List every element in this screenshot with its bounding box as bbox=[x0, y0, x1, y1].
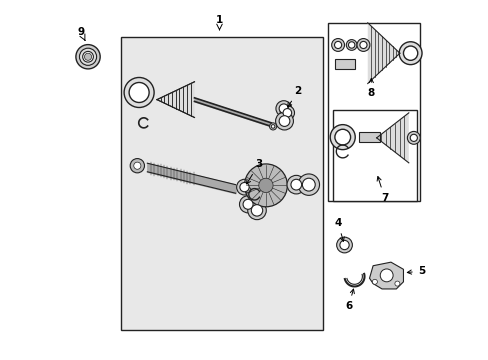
Circle shape bbox=[247, 201, 266, 220]
Circle shape bbox=[275, 101, 291, 116]
Circle shape bbox=[394, 281, 399, 286]
Circle shape bbox=[244, 164, 287, 207]
Text: 2: 2 bbox=[287, 86, 301, 107]
Circle shape bbox=[302, 178, 315, 191]
Circle shape bbox=[329, 125, 354, 150]
Polygon shape bbox=[369, 262, 403, 289]
Bar bbox=[328, 23, 419, 202]
Polygon shape bbox=[376, 113, 408, 163]
Polygon shape bbox=[157, 82, 194, 117]
Circle shape bbox=[124, 77, 154, 108]
Circle shape bbox=[403, 46, 417, 60]
Circle shape bbox=[336, 237, 352, 253]
Circle shape bbox=[236, 179, 252, 195]
Polygon shape bbox=[367, 23, 399, 84]
Circle shape bbox=[280, 106, 294, 120]
Text: 3: 3 bbox=[246, 159, 262, 184]
Circle shape bbox=[240, 183, 248, 192]
Circle shape bbox=[243, 199, 253, 209]
Circle shape bbox=[251, 204, 262, 216]
Circle shape bbox=[275, 112, 293, 130]
Text: 9: 9 bbox=[77, 27, 84, 37]
Text: 8: 8 bbox=[367, 78, 374, 98]
Circle shape bbox=[286, 175, 305, 194]
Circle shape bbox=[80, 48, 97, 65]
Circle shape bbox=[346, 40, 356, 50]
Circle shape bbox=[258, 178, 272, 193]
Circle shape bbox=[134, 162, 141, 169]
Circle shape bbox=[380, 269, 392, 282]
Circle shape bbox=[283, 109, 291, 117]
Circle shape bbox=[84, 53, 91, 60]
Circle shape bbox=[334, 41, 341, 49]
Circle shape bbox=[244, 187, 250, 193]
Circle shape bbox=[290, 179, 301, 190]
Circle shape bbox=[129, 82, 149, 103]
Circle shape bbox=[298, 174, 319, 195]
Circle shape bbox=[331, 39, 344, 51]
Circle shape bbox=[407, 131, 419, 144]
Bar bbox=[332, 111, 416, 202]
Circle shape bbox=[398, 42, 421, 64]
Text: 4: 4 bbox=[334, 218, 344, 241]
Circle shape bbox=[82, 51, 93, 62]
Bar bbox=[121, 37, 323, 330]
Circle shape bbox=[372, 279, 377, 284]
Text: 7: 7 bbox=[376, 176, 387, 203]
Circle shape bbox=[339, 240, 348, 249]
Circle shape bbox=[348, 42, 354, 48]
Circle shape bbox=[359, 41, 366, 49]
Circle shape bbox=[269, 123, 276, 130]
Text: 6: 6 bbox=[345, 289, 354, 311]
Circle shape bbox=[279, 104, 288, 113]
Text: 1: 1 bbox=[215, 15, 223, 24]
Bar bbox=[358, 132, 379, 143]
Circle shape bbox=[239, 196, 256, 213]
Circle shape bbox=[80, 49, 96, 64]
Bar bbox=[334, 59, 354, 69]
Circle shape bbox=[76, 45, 100, 69]
Circle shape bbox=[271, 125, 274, 128]
Circle shape bbox=[409, 134, 417, 141]
Circle shape bbox=[334, 129, 350, 145]
Circle shape bbox=[356, 39, 369, 51]
Text: 5: 5 bbox=[407, 266, 424, 276]
Circle shape bbox=[279, 116, 289, 126]
Circle shape bbox=[130, 158, 144, 173]
